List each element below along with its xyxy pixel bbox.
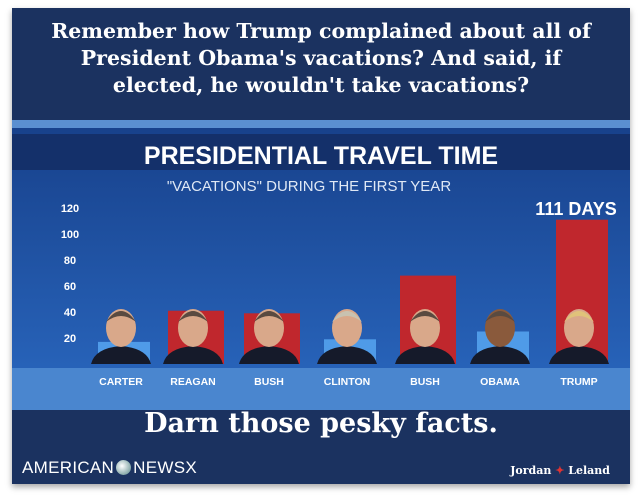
portrait-hair [178, 311, 208, 322]
headline: Remember how Trump complained about all … [12, 18, 630, 99]
americannewsx-logo: AMERICAN NEWSX [22, 458, 197, 478]
meme-frame: Remember how Trump complained about all … [12, 8, 630, 484]
portrait-hair [485, 311, 515, 322]
headline-line: President Obama's vacations? And said, i… [80, 46, 562, 70]
x-tick-label: REAGAN [170, 376, 216, 388]
chart-title: PRESIDENTIAL TRAVEL TIME [144, 142, 498, 170]
portrait-suit [91, 346, 151, 364]
chart-subtitle: "VACATIONS" DURING THE FIRST YEAR [167, 178, 451, 195]
y-tick-label: 40 [64, 307, 76, 319]
logo-text: Leland [568, 464, 610, 477]
x-tick-label: BUSH [254, 376, 284, 388]
logo-text: NEWSX [133, 458, 197, 477]
headline-line: elected, he wouldn't take vacations? [112, 73, 530, 97]
portrait-hair [410, 311, 440, 322]
portrait-face [485, 309, 515, 347]
title-band [12, 134, 630, 170]
portrait-suit [239, 346, 299, 364]
portrait-hair [106, 311, 136, 322]
logo-text: AMERICAN [22, 458, 115, 477]
globe-icon [116, 460, 132, 475]
portrait-suit [317, 346, 377, 364]
label-band [12, 368, 630, 410]
portrait-suit [470, 346, 530, 364]
portrait-face [564, 309, 594, 347]
x-tick-label: BUSH [410, 376, 440, 388]
x-tick-label: CLINTON [324, 376, 370, 388]
portrait-hair [332, 311, 362, 322]
y-tick-label: 60 [64, 281, 76, 293]
y-tick-label: 120 [61, 203, 79, 215]
jordan-leland-logo: Jordan ✦ Leland [510, 464, 610, 477]
x-tick-label: TRUMP [560, 376, 597, 388]
x-tick-label: OBAMA [480, 376, 520, 388]
top-band [12, 120, 630, 128]
portrait-hair [254, 311, 284, 322]
logo-text: Jordan [510, 464, 552, 477]
star-icon: ✦ [555, 464, 565, 477]
travel-time-chart: PRESIDENTIAL TRAVEL TIME "VACATIONS" DUR… [12, 120, 630, 410]
portrait-hair [564, 311, 594, 322]
x-tick-label: CARTER [99, 376, 143, 388]
caption: Darn those pesky facts. [144, 408, 498, 439]
portrait-suit [549, 346, 609, 364]
portrait-face [332, 309, 362, 347]
headline-line: Remember how Trump complained about all … [51, 19, 591, 43]
y-tick-label: 80 [64, 255, 76, 267]
portrait-face [106, 309, 136, 347]
y-tick-label: 100 [61, 229, 79, 241]
portrait-face [410, 309, 440, 347]
portrait-suit [163, 346, 223, 364]
portrait-face [254, 309, 284, 347]
y-tick-label: 20 [64, 333, 76, 345]
trump-annotation: 111 DAYS [535, 199, 616, 219]
portrait-suit [395, 346, 455, 364]
portrait-face [178, 309, 208, 347]
